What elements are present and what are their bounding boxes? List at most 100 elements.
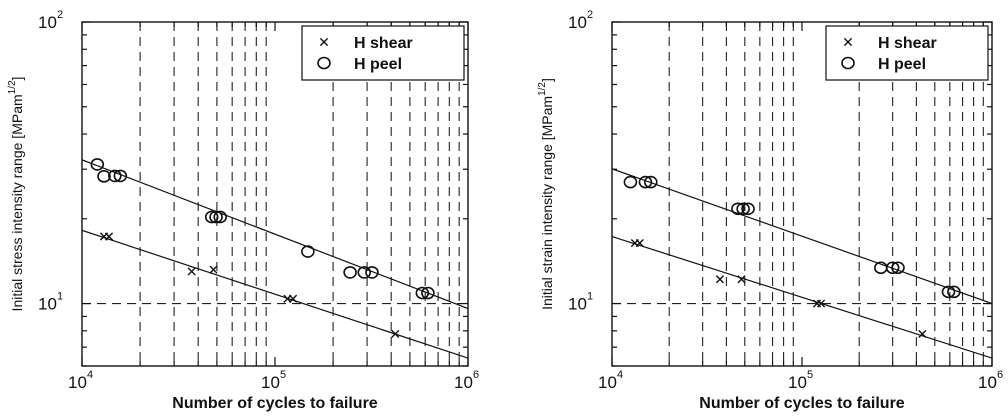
data-point-peel [885, 261, 900, 275]
legend-marker-peel [317, 56, 331, 70]
data-point-shear [737, 275, 746, 284]
data-point-shear-stroke [737, 275, 746, 284]
data-point-peel [357, 266, 372, 279]
legend: H shear H peel [825, 25, 989, 81]
x-tick-label-exponent: 5 [807, 369, 813, 381]
plot-frame [611, 21, 993, 367]
data-point-shear [715, 275, 725, 284]
y-tick-label-base: 10 [568, 295, 587, 314]
data-point-shear-stroke [104, 232, 114, 241]
x-tick-label-base: 10 [68, 373, 87, 392]
legend-box [301, 25, 465, 81]
data-point-shear [187, 267, 196, 276]
data-point-peel [741, 202, 755, 216]
y-axis-label-superscript: 1/2 [537, 82, 548, 96]
y-axis-label-end: ] [539, 78, 555, 82]
data-point-shear-stroke [391, 329, 400, 339]
y-tick-label-exponent: 1 [587, 291, 593, 303]
data-point-shear-stroke [918, 329, 927, 339]
y-axis-label-superscript: 1/2 [7, 80, 18, 94]
x-tick-label: 10 5 [788, 369, 813, 392]
data-point-shear [288, 294, 298, 303]
legend-marker-shear [843, 37, 853, 47]
data-point-shear-stroke [288, 294, 298, 303]
fit-lines [612, 168, 992, 359]
y-axis-label-main: Initial strain intensity range [MPam [539, 96, 555, 310]
y-tick-label-exponent: 2 [587, 9, 593, 21]
x-tick-label: 10 4 [598, 369, 623, 392]
x-tick-label: 10 6 [454, 369, 479, 392]
x-tick-label-base: 10 [598, 373, 617, 392]
fit-line-peel [612, 168, 992, 305]
data-point-peel [213, 210, 227, 224]
x-tick-label-exponent: 6 [997, 369, 1003, 381]
legend-label-shear: H shear [878, 35, 937, 52]
data-point-peel [97, 170, 111, 183]
data-point-peel [421, 286, 435, 300]
data-point-peel [209, 210, 223, 224]
x-tick-label-base: 10 [454, 373, 473, 392]
y-tick-label: 10 1 [38, 291, 63, 314]
x-tick-label-exponent: 4 [87, 369, 93, 381]
legend-label-peel: H peel [354, 56, 402, 73]
y-tick-label: 10 2 [38, 9, 63, 32]
data-point-peel [643, 175, 658, 189]
data-markers [90, 158, 435, 339]
legend-marker-peel [841, 56, 855, 70]
data-point-peel [623, 175, 638, 189]
data-point-peel [113, 169, 128, 183]
legend: H shear H peel [301, 25, 465, 81]
legend-marker-shear [319, 37, 329, 47]
y-tick-label-base: 10 [38, 295, 57, 314]
data-point-peel [90, 158, 105, 171]
y-tick-label-exponent: 2 [57, 9, 63, 21]
data-point-shear-stroke [635, 238, 644, 248]
grid-lines [612, 22, 992, 366]
x-tick-label-base: 10 [978, 373, 997, 392]
data-point-shear-stroke [209, 265, 218, 274]
grid-lines [82, 22, 468, 366]
y-tick-label-base: 10 [38, 13, 57, 32]
data-markers [623, 175, 961, 339]
data-point-shear [391, 329, 400, 339]
data-point-peel [638, 175, 653, 189]
x-tick-label-exponent: 5 [280, 369, 286, 381]
y-axis-label: Initial strain intensity range [MPam1/2] [537, 78, 555, 310]
y-axis-label-end: ] [9, 77, 25, 81]
fit-line-shear [82, 229, 468, 359]
y-tick-label-base: 10 [568, 13, 587, 32]
data-point-peel [108, 169, 122, 183]
data-point-shear-stroke [187, 267, 196, 276]
x-tick-label: 10 5 [261, 369, 286, 392]
y-tick-label: 10 1 [568, 291, 593, 314]
data-point-shear [209, 265, 218, 274]
data-point-shear [635, 238, 644, 248]
data-point-shear-stroke [715, 275, 725, 284]
plot-frame [81, 21, 469, 367]
x-tick-label: 10 4 [68, 369, 93, 392]
data-point-peel [415, 286, 430, 300]
x-tick-label-exponent: 4 [617, 369, 623, 381]
data-point-shear [816, 299, 826, 308]
data-point-peel [891, 261, 905, 275]
x-axis-label: Number of cycles to failure [699, 395, 904, 412]
data-point-shear [918, 329, 927, 339]
data-point-shear [104, 232, 114, 241]
legend-label-peel: H peel [878, 56, 926, 73]
data-point-peel [941, 285, 956, 299]
data-point-shear-stroke [816, 299, 826, 308]
data-point-peel [204, 210, 219, 224]
x-tick-label: 10 6 [978, 369, 1003, 392]
data-point-peel [736, 202, 750, 216]
legend-label-shear: H shear [354, 35, 413, 52]
y-axis-label: Initial stress intensity range [MPam1/2] [7, 77, 25, 312]
fit-line-peel [82, 159, 468, 310]
x-tick-label-exponent: 6 [473, 369, 479, 381]
x-axis-label: Number of cycles to failure [172, 395, 377, 412]
data-point-peel [365, 266, 379, 279]
data-point-peel [731, 202, 745, 216]
